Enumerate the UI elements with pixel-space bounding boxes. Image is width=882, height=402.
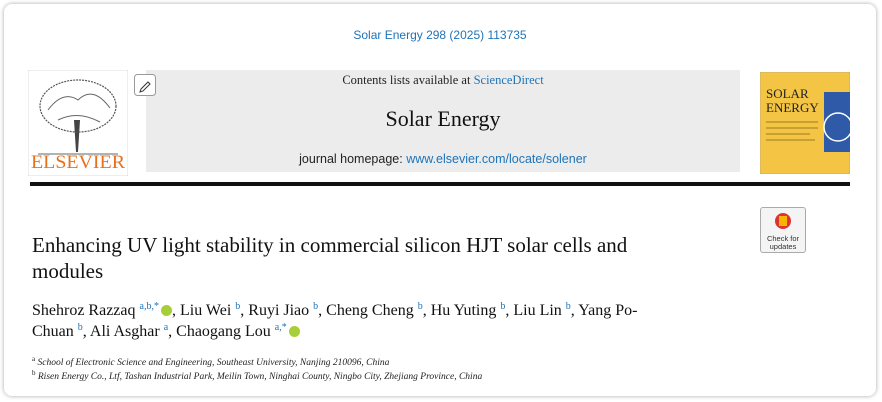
author-separator: , — [82, 323, 87, 340]
author-affiliation: b — [77, 322, 83, 333]
journal-header: Contents lists available at ScienceDirec… — [134, 70, 740, 172]
author-affiliation: a,* — [274, 322, 287, 333]
page: Solar Energy 298 (2025) 113735 ELSEVIER … — [4, 4, 876, 396]
author-separator: , — [168, 323, 173, 340]
cover-title: SOLAR — [766, 86, 809, 101]
author: Hu Yuting b, — [430, 301, 510, 320]
author-separator: , — [318, 302, 323, 319]
check-updates-badge[interactable]: Check for updates — [760, 207, 806, 253]
badge-icon — [775, 213, 791, 229]
author-separator: , — [422, 302, 427, 319]
author-affiliation: b — [313, 301, 319, 312]
author-affiliation: b — [500, 301, 506, 312]
author: Cheng Cheng b, — [326, 301, 427, 320]
author-affiliation: b — [417, 301, 423, 312]
orcid-icon[interactable] — [160, 305, 172, 316]
homepage-link[interactable]: www.elsevier.com/locate/solener — [406, 152, 587, 166]
affiliation: a School of Electronic Science and Engin… — [32, 356, 732, 370]
author-affiliation: a,b,* — [139, 301, 159, 312]
author-separator: , — [171, 302, 176, 319]
author-separator: , — [505, 302, 510, 319]
affiliation-text: School of Electronic Science and Enginee… — [37, 358, 390, 368]
author: Chaogang Lou a,* — [176, 323, 300, 340]
author: Liu Lin b, — [513, 301, 575, 320]
publisher-logo: ELSEVIER — [28, 70, 128, 176]
affiliation-list: a School of Electronic Science and Engin… — [32, 356, 732, 384]
homepage-label: journal homepage: — [299, 152, 403, 166]
badge-text: Check for — [766, 234, 800, 243]
author-name: Hu Yuting — [430, 302, 497, 319]
author-name: Chaogang Lou — [176, 323, 271, 340]
author-affiliation: a — [163, 322, 169, 333]
author: Ruyi Jiao b, — [248, 301, 323, 320]
affiliation-label: a — [32, 355, 36, 363]
orcid-icon[interactable] — [288, 326, 300, 337]
author-name: Ruyi Jiao — [248, 302, 310, 319]
author-name: Ali Asghar — [89, 323, 160, 340]
citation[interactable]: Solar Energy 298 (2025) 113735 — [353, 28, 527, 42]
author-name: Yang Po-Chuan — [32, 302, 638, 340]
author-name: Liu Lin — [513, 302, 562, 319]
author-name: Liu Wei — [179, 302, 232, 319]
affiliation-label: b — [32, 369, 36, 377]
affiliation-text: Risen Energy Co., Ltf, Tashan Industrial… — [37, 372, 483, 382]
badge-text: updates — [769, 242, 797, 251]
homepage-line: journal homepage: www.elsevier.com/locat… — [146, 152, 740, 166]
affiliation: b Risen Energy Co., Ltf, Tashan Industri… — [32, 370, 732, 384]
author-affiliation: b — [565, 301, 571, 312]
journal-name: Solar Energy — [385, 106, 501, 131]
author-name: Cheng Cheng — [326, 302, 414, 319]
author: Liu Wei b, — [179, 301, 245, 320]
contents-line: Contents lists available at ScienceDirec… — [146, 73, 740, 88]
header-rule — [30, 182, 850, 186]
author-separator: , — [570, 302, 575, 319]
publisher-name: ELSEVIER — [31, 152, 125, 173]
author-separator: , — [240, 302, 245, 319]
article-title: Enhancing UV light stability in commerci… — [32, 233, 628, 283]
contents-prefix: Contents lists available at — [342, 73, 471, 87]
journal-cover[interactable]: SOLAR ENERGY — [760, 72, 850, 174]
edit-icon[interactable] — [134, 74, 156, 96]
author-affiliation: b — [235, 301, 241, 312]
sciencedirect-link[interactable]: ScienceDirect — [473, 73, 544, 87]
author-name: Shehroz Razzaq — [32, 302, 136, 319]
author: Ali Asghar a, — [89, 322, 173, 341]
cover-title: ENERGY — [766, 100, 819, 115]
author-list: Shehroz Razzaq a,b,*, Liu Wei b, Ruyi Ji… — [32, 300, 692, 342]
author: Yang Po-Chuan b, — [32, 302, 637, 340]
author: Shehroz Razzaq a,b,*, — [32, 301, 176, 320]
